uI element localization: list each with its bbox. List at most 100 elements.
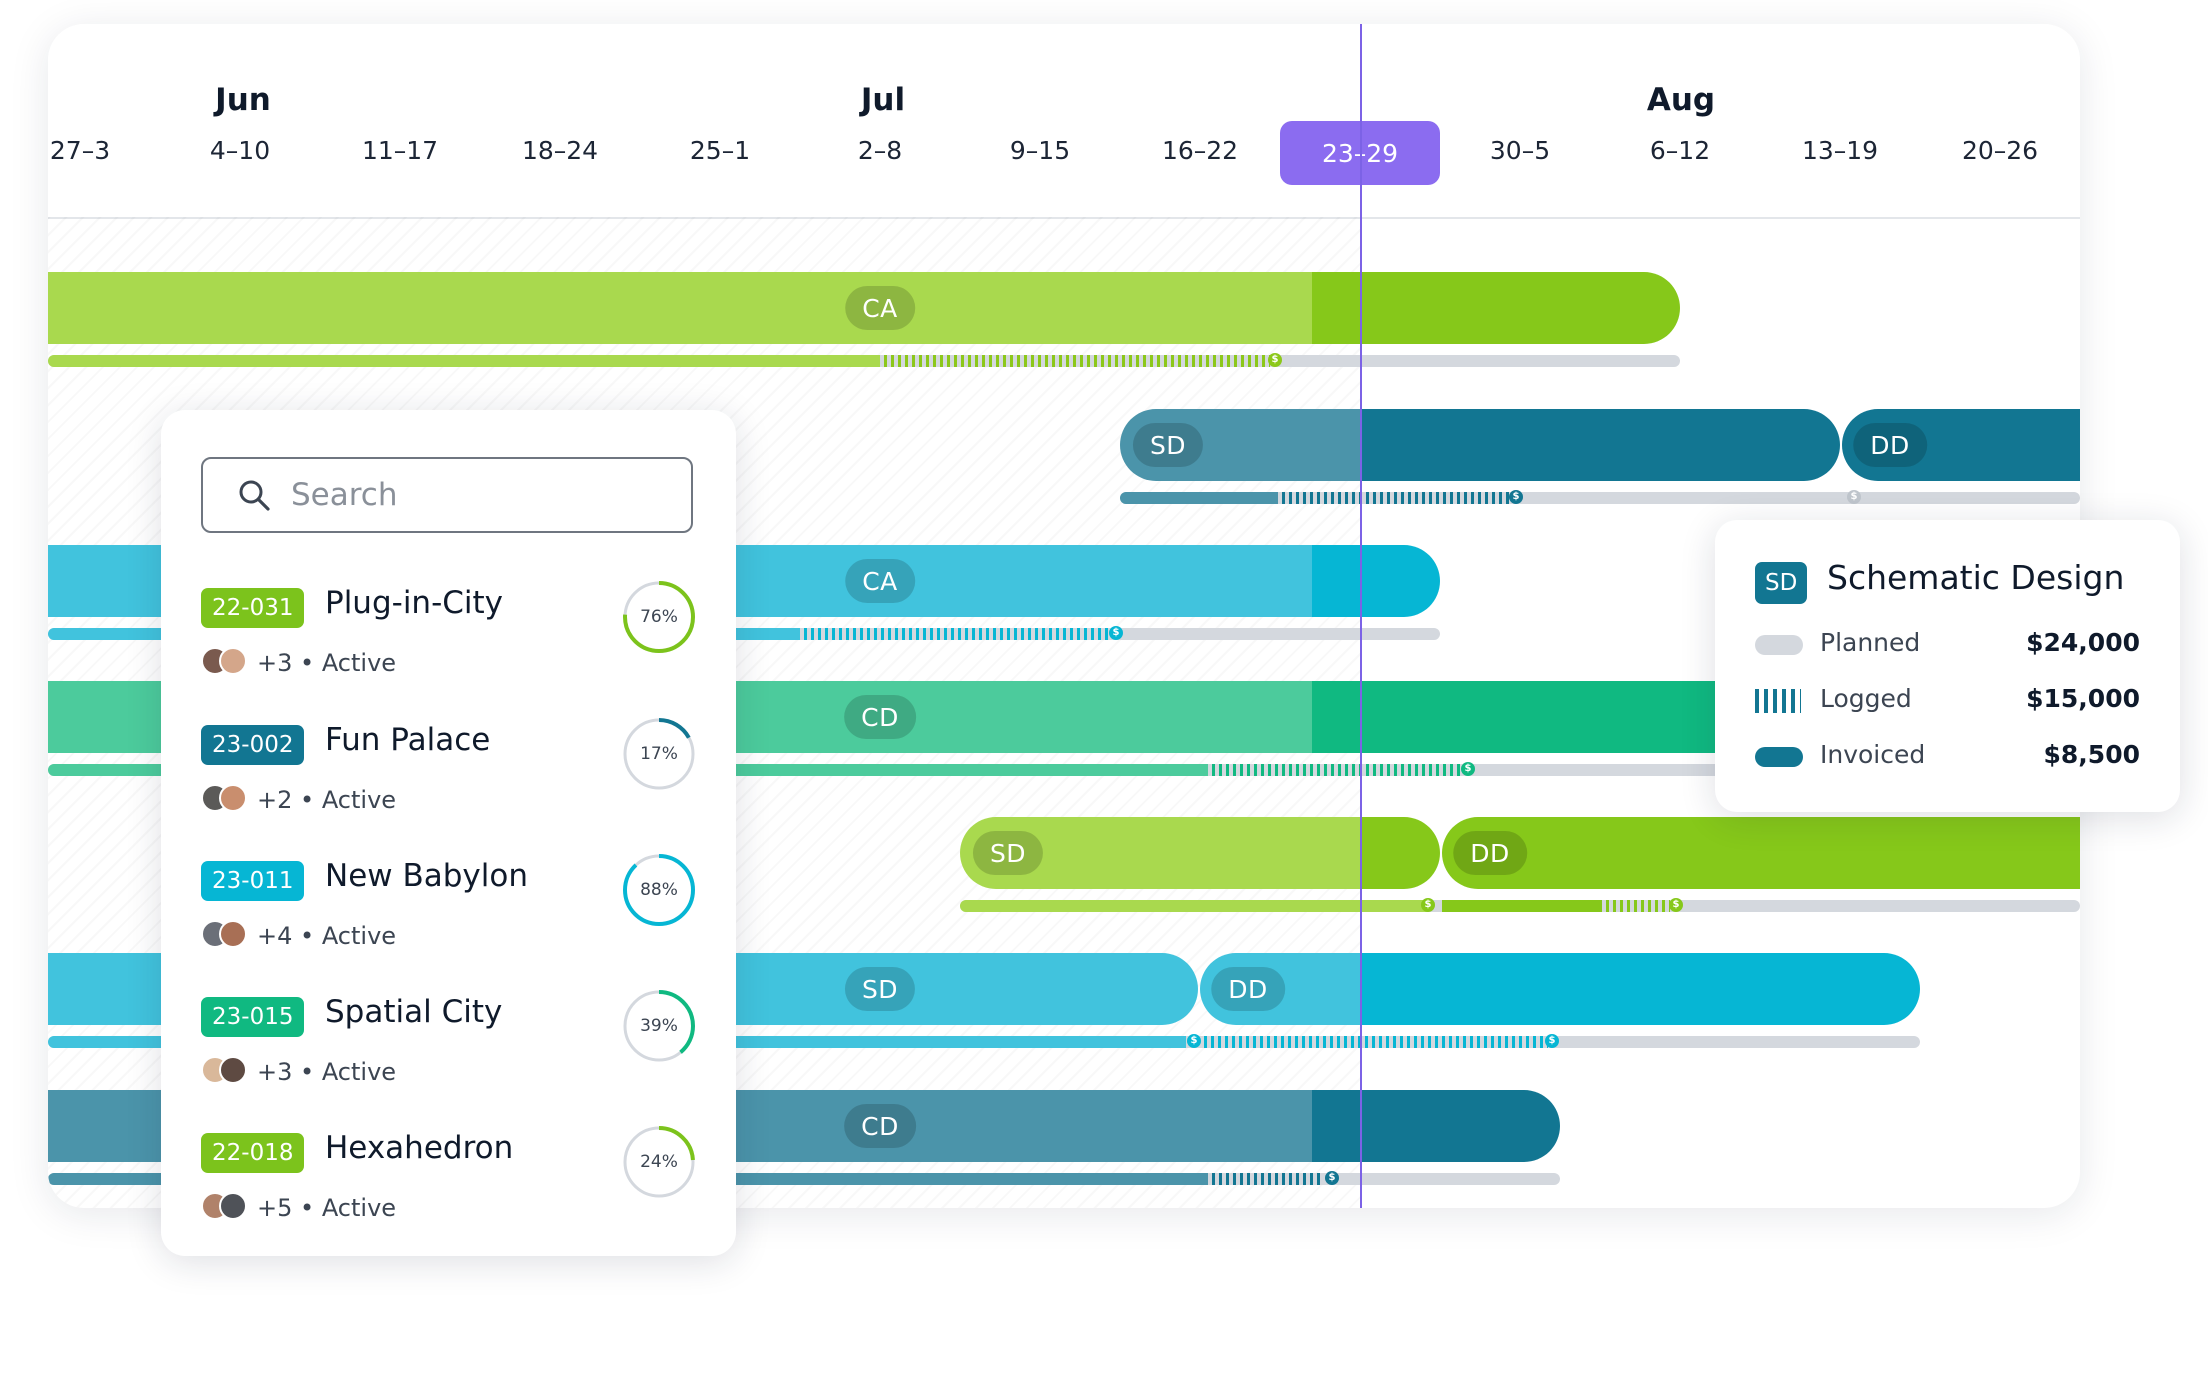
phase-pill: DD: [1453, 831, 1527, 875]
project-name: Plug-in-City: [325, 585, 504, 621]
project-item[interactable]: 23-015 Spatial City +3 • Active 39%: [201, 990, 701, 1112]
month-label: Aug: [1646, 82, 1716, 118]
month-label: Jun: [215, 82, 271, 118]
member-count: +3: [257, 649, 293, 677]
member-count: +3: [257, 1058, 293, 1086]
invoiced-swatch-icon: [1755, 747, 1803, 767]
week-label[interactable]: 6–12: [1649, 136, 1711, 165]
invoice-marker-icon[interactable]: $: [1847, 490, 1861, 504]
project-status: Active: [321, 922, 397, 950]
member-count: +4: [257, 922, 293, 950]
invoice-marker-icon[interactable]: $: [1669, 898, 1683, 912]
project-name: Spatial City: [325, 994, 503, 1030]
progress-ring: 88%: [621, 852, 697, 928]
timeline-header: Jun Jul Aug 27–3 4–10 11–17 18–24 25–1 2…: [48, 24, 2080, 219]
project-code-badge: 23-002: [201, 725, 305, 765]
project-name: Hexahedron: [325, 1130, 514, 1166]
progress-percent: 88%: [640, 880, 678, 900]
member-avatars: [201, 920, 253, 950]
search-input[interactable]: [289, 476, 673, 514]
phase-pill: CD: [844, 1104, 916, 1148]
invoice-marker-icon[interactable]: $: [1109, 626, 1123, 640]
avatar: [219, 920, 247, 948]
member-avatars: [201, 647, 253, 677]
progress-percent: 39%: [640, 1016, 678, 1036]
avatar: [219, 1192, 247, 1220]
week-label[interactable]: 27–3: [49, 136, 111, 165]
project-status: Active: [321, 1194, 397, 1222]
member-count: +5: [257, 1194, 293, 1222]
avatar: [219, 784, 247, 812]
phase-bar[interactable]: CA: [48, 272, 1680, 344]
phase-budget-tooltip: SD Schematic Design Planned $24,000 Logg…: [1715, 520, 2180, 812]
avatar: [219, 1056, 247, 1084]
progress-percent: 24%: [640, 1152, 678, 1172]
tooltip-row-planned: Planned $24,000: [1755, 624, 2140, 664]
progress-percent: 76%: [640, 607, 678, 627]
progress-percent: 17%: [640, 744, 678, 764]
invoice-marker-icon[interactable]: $: [1421, 898, 1435, 912]
project-status: Active: [321, 1058, 397, 1086]
budget-track: [1120, 492, 2080, 504]
avatar: [219, 647, 247, 675]
row-value: $24,000: [2026, 628, 2140, 657]
phase-pill: CA: [845, 286, 915, 330]
invoice-marker-icon[interactable]: $: [1187, 1034, 1201, 1048]
week-label[interactable]: 20–26: [1961, 136, 2039, 165]
project-item[interactable]: 22-018 Hexahedron +5 • Active 24%: [201, 1126, 701, 1248]
week-label[interactable]: 13–19: [1801, 136, 1879, 165]
search-icon: [239, 480, 270, 511]
tooltip-row-invoiced: Invoiced $8,500: [1755, 736, 2140, 776]
phase-pill: SD: [972, 831, 1044, 875]
week-label[interactable]: 30–5: [1489, 136, 1551, 165]
invoice-marker-icon[interactable]: $: [1325, 1171, 1339, 1185]
project-item[interactable]: 22-031 Plug-in-City +3 • Active 76%: [201, 581, 701, 703]
member-avatars: [201, 1056, 253, 1086]
row-value: $8,500: [2043, 740, 2140, 769]
phase-pill: DD: [1853, 423, 1927, 467]
project-code-badge: 22-031: [201, 588, 305, 628]
member-count: +2: [257, 786, 293, 814]
invoice-marker-icon[interactable]: $: [1268, 353, 1282, 367]
member-avatars: [201, 1192, 253, 1222]
week-label[interactable]: 25–1: [689, 136, 751, 165]
invoice-marker-icon[interactable]: $: [1461, 762, 1475, 776]
progress-ring: 17%: [621, 716, 697, 792]
week-label[interactable]: 16–22: [1161, 136, 1239, 165]
project-code-badge: 22-018: [201, 1133, 305, 1173]
member-avatars: [201, 784, 253, 814]
week-label[interactable]: 4–10: [209, 136, 271, 165]
budget-track: [48, 355, 1680, 367]
tooltip-row-logged: Logged $15,000: [1755, 680, 2140, 720]
row-label: Invoiced: [1820, 740, 1926, 769]
row-label: Logged: [1820, 684, 1912, 713]
phase-bar[interactable]: SD: [960, 817, 1440, 889]
budget-track: [960, 900, 2080, 912]
planned-swatch-icon: [1755, 635, 1803, 655]
project-status: Active: [321, 786, 397, 814]
phase-pill: SD: [1132, 423, 1204, 467]
phase-bar[interactable]: DD: [1200, 953, 1920, 1025]
row-label: Planned: [1820, 628, 1921, 657]
phase-pill: SD: [844, 967, 916, 1011]
search-box[interactable]: [201, 457, 693, 533]
week-label[interactable]: 2–8: [857, 136, 903, 165]
invoice-marker-icon[interactable]: $: [1545, 1034, 1559, 1048]
logged-swatch-icon: [1755, 689, 1801, 713]
week-label[interactable]: 18–24: [521, 136, 599, 165]
project-name: Fun Palace: [325, 722, 491, 758]
week-label[interactable]: 11–17: [361, 136, 439, 165]
phase-bar[interactable]: DD: [1442, 817, 2080, 889]
week-label[interactable]: 9–15: [1009, 136, 1071, 165]
progress-ring: 24%: [621, 1124, 697, 1200]
phase-bar[interactable]: DD: [1842, 409, 2080, 481]
phase-badge: SD: [1755, 562, 1808, 604]
project-name: New Babylon: [325, 858, 528, 894]
month-label: Jul: [860, 82, 906, 118]
project-search-panel: 22-031 Plug-in-City +3 • Active 76% 23-0…: [161, 410, 736, 1256]
project-item[interactable]: 23-002 Fun Palace +2 • Active 17%: [201, 718, 701, 840]
phase-bar[interactable]: SD: [1120, 409, 1840, 481]
invoice-marker-icon[interactable]: $: [1509, 490, 1523, 504]
project-item[interactable]: 23-011 New Babylon +4 • Active 88%: [201, 854, 701, 976]
phase-pill: CA: [845, 559, 915, 603]
